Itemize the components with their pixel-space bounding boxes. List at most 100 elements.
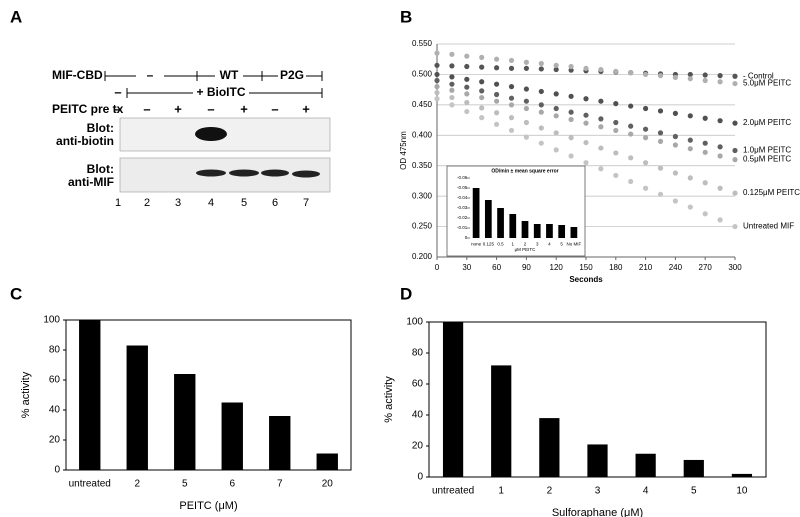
y-tick-label: 0.350 [412,161,433,170]
blot-images [104,71,331,193]
data-point [672,142,679,148]
y-tick-label: -0.01 [457,225,468,230]
bar [533,224,541,238]
series-label: 2.0μM PEITC [743,118,791,127]
data-point [657,108,664,114]
data-point [687,76,693,82]
data-point [702,115,708,121]
data-point [583,120,589,126]
bar [497,208,504,238]
lane-number: 6 [272,197,278,209]
sign: – [143,101,150,116]
label-bg [193,86,249,101]
data-point [449,74,455,80]
y-tick-label: 0.400 [412,130,433,139]
data-point [732,223,738,230]
y-tick-label: -0.03 [457,205,468,210]
data-point [523,105,530,112]
data-point [583,160,589,166]
y-tick-label: 0 [465,235,468,240]
x-tick-label: 10 [736,486,748,497]
data-point [479,54,485,60]
data-point [553,147,559,153]
bar [126,345,148,470]
data-point [657,138,664,144]
data-point [702,211,708,217]
blot-label: anti-biotin [56,134,114,148]
data-point [568,116,574,123]
data-point [568,63,574,70]
data-point [717,185,723,191]
x-tick-label: 5 [182,479,188,490]
row-label: PEITC pre tx [52,102,124,116]
data-point [434,90,440,96]
data-point [583,96,589,102]
y-tick-label: 40 [49,405,61,416]
x-tick-label: 20 [322,479,334,490]
panel-label: D [400,284,412,303]
y-tick-label: 0.500 [412,70,433,79]
x-tick-label: 0.5 [497,241,504,246]
data-point [553,130,559,136]
chart-title: OD/min ± mean square error [491,168,558,174]
data-point [687,146,693,152]
data-point [479,64,485,70]
bar [484,200,492,238]
label-bg [215,68,243,84]
data-point [672,74,679,81]
data-point [613,101,619,107]
row-label: MIF-CBD [52,68,103,82]
series-label: 0.125μM PEITC [743,188,800,197]
data-point [538,109,544,115]
data-point [628,103,634,109]
data-point [732,190,738,196]
bar [683,459,704,477]
bar [472,188,480,238]
data-point [732,147,738,154]
x-tick-label: 270 [699,263,713,272]
data-point [494,121,500,127]
data-point [628,70,634,76]
y-tick-label: 60 [49,375,61,386]
group-label: P2G [280,68,304,82]
y-tick-label: 100 [43,315,60,326]
data-point [449,94,455,101]
x-axis-label: μM PEITC [515,247,537,252]
bar [491,365,512,477]
lane-number: 2 [144,197,150,209]
lane-number: 1 [115,197,121,209]
data-point [449,51,455,57]
data-point [583,112,589,118]
data-point [643,71,649,78]
x-tick-label: untreated [432,486,474,497]
data-point [434,62,440,68]
data-point [479,88,485,94]
data-point [643,105,649,112]
x-tick-label: untreated [69,479,111,490]
data-point [702,149,708,155]
data-point [628,178,634,185]
x-tick-label: 240 [669,263,683,272]
data-point [613,68,619,74]
x-tick-label: 5 [560,241,563,246]
y-tick-label: -0.06 [457,175,468,180]
y-tick-label: 0.300 [412,191,433,200]
data-point [508,57,515,64]
data-point [494,81,500,87]
data-point [613,150,619,156]
data-point [702,77,708,84]
data-point [717,144,723,150]
data-point [643,185,649,191]
data-point [672,133,679,140]
data-point [508,127,515,134]
data-point [657,73,664,79]
sign: + [240,101,248,116]
data-point [523,98,530,104]
data-point [434,77,440,84]
data-point [672,198,679,204]
y-axis-label: OD 475nm [399,131,408,170]
data-point [687,71,693,78]
data-point [732,157,738,163]
data-point [628,123,634,129]
x-tick-label: 0 [435,263,440,272]
